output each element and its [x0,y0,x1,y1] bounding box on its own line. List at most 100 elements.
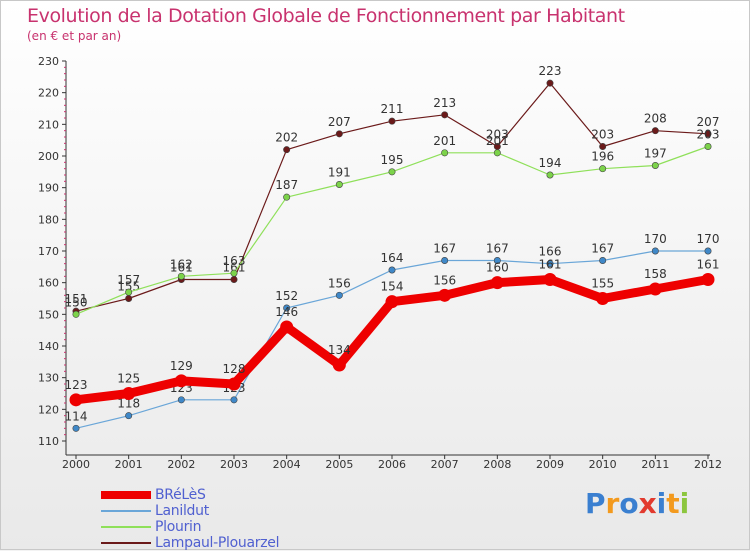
data-point [174,374,188,388]
data-point [438,288,452,302]
x-tick-label: 2002 [167,458,195,471]
data-point [599,143,607,151]
data-point [596,292,610,305]
data-label: 167 [433,242,456,256]
logo-letter: x [638,487,657,520]
legend-label: BRéLèS [155,487,206,503]
legend-label: Plourin [155,519,202,535]
proxiti-logo: Proxiti [585,487,689,520]
data-point [704,247,712,255]
y-tick-label: 190 [38,182,59,195]
data-label: 129 [170,359,193,373]
data-label: 158 [644,267,667,281]
data-label: 156 [433,273,456,287]
legend-swatch [101,510,151,512]
logo-letter: i [656,487,667,520]
data-label: 157 [117,273,140,287]
data-point [69,393,83,407]
data-point [546,260,554,268]
data-point [230,269,238,277]
data-label: 187 [275,178,298,192]
data-point [543,273,557,286]
data-label: 167 [591,242,614,256]
x-tick-label: 2006 [378,458,406,471]
legend-swatch [101,542,151,544]
data-point [177,396,185,404]
data-label: 191 [328,166,351,180]
x-tick-label: 2011 [641,458,669,471]
data-label: 163 [223,254,246,268]
logo-letter: r [605,487,620,520]
data-point [125,288,133,296]
y-tick-label: 130 [38,372,59,385]
data-point [125,412,133,420]
data-point [72,424,80,432]
chart-title: Evolution de la Dotation Globale de Fonc… [27,5,625,27]
data-point [230,275,238,283]
x-tick-label: 2010 [589,458,617,471]
data-label: 128 [223,362,246,376]
y-tick-label: 150 [38,308,59,321]
data-label: 167 [486,242,509,256]
data-point [335,130,343,138]
legend-item: Plourin [101,519,279,535]
data-point [546,79,554,87]
data-label: 207 [328,115,351,129]
data-label: 213 [433,96,456,110]
data-label: 151 [65,292,88,306]
x-tick-label: 2007 [431,458,459,471]
y-tick-label: 120 [38,403,59,416]
data-label: 154 [381,280,404,294]
data-point [125,294,133,302]
data-label: 201 [433,134,456,148]
data-point [388,117,396,125]
legend-item: Lanildut [101,503,279,519]
data-point [648,282,662,296]
x-tick-label: 2009 [536,458,564,471]
data-label: 162 [170,257,193,271]
data-label: 146 [275,305,298,319]
data-point [441,111,449,119]
data-label: 201 [486,134,509,148]
data-label: 170 [644,232,667,246]
data-point [701,273,715,286]
x-tick-label: 2008 [483,458,511,471]
data-label: 197 [644,147,667,161]
x-tick-label: 2003 [220,458,248,471]
logo-letter: t [666,487,680,520]
data-label: 164 [381,251,404,265]
data-label: 160 [486,261,509,275]
data-point [280,320,294,334]
data-point [546,171,554,179]
data-label: 195 [381,153,404,167]
data-point [72,310,80,318]
data-point [651,247,659,255]
data-label: 156 [328,276,351,290]
data-label: 203 [486,128,509,142]
data-point [441,149,449,157]
x-tick-label: 2001 [115,458,143,471]
logo-letter: o [619,487,639,520]
data-point [177,272,185,280]
data-label: 150 [65,295,88,309]
data-point [704,130,712,138]
data-point [651,127,659,135]
data-label: 170 [697,232,720,246]
y-tick-label: 180 [38,213,59,226]
y-tick-label: 140 [38,340,59,353]
data-label: 123 [65,378,88,392]
data-point [335,181,343,189]
data-point [385,295,399,309]
data-label: 207 [697,115,720,129]
data-label: 152 [275,289,298,303]
data-label: 223 [539,64,562,78]
data-point [332,358,346,372]
x-tick-label: 2012 [694,458,722,471]
data-point [493,149,501,157]
legend-swatch [101,491,151,499]
x-tick-label: 2000 [62,458,90,471]
legend-item: BRéLèS [101,487,279,503]
x-tick-label: 2004 [273,458,301,471]
data-point [335,291,343,299]
